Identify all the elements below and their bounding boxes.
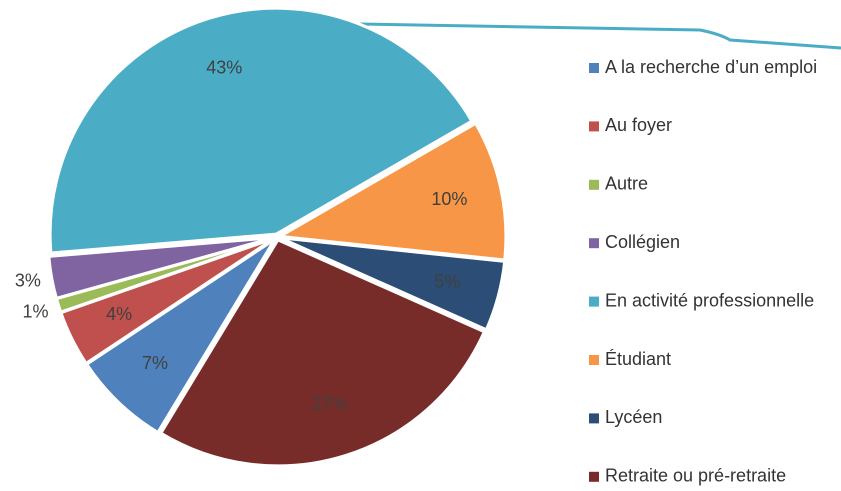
legend-swatch [589,355,599,365]
data-label: 5% [434,271,460,291]
legend-swatch [589,471,599,482]
pie-slice [48,6,474,255]
data-label: 3% [15,271,41,291]
legend-swatch [589,238,599,249]
data-label: 7% [142,353,168,373]
legend-swatch [589,63,599,73]
pie-slice [47,236,275,301]
data-label: 27% [312,394,348,414]
legend-label: En activité professionnelle [605,290,814,310]
pie-slice [158,237,487,468]
leader-line [359,22,841,50]
legend-label: Lycéen [605,407,662,427]
legend-label: Autre [605,174,648,194]
pie-slice [275,121,508,262]
legend-label: Au foyer [605,115,672,135]
data-label: 4% [106,304,132,324]
data-label: 10% [431,189,467,209]
legend-label: A la recherche d’un emploi [605,57,817,77]
legend-label: Collégien [605,232,680,252]
pie-slice [279,236,507,332]
legend-swatch [589,121,599,132]
legend-swatch [589,296,599,307]
legend-swatch [589,413,599,424]
legend-swatch [589,179,599,190]
legend-label: Étudiant [605,349,671,369]
data-label: 1% [22,301,48,321]
legend-label: Retraite ou pré-retraite [605,466,786,486]
data-label: 43% [206,58,242,78]
